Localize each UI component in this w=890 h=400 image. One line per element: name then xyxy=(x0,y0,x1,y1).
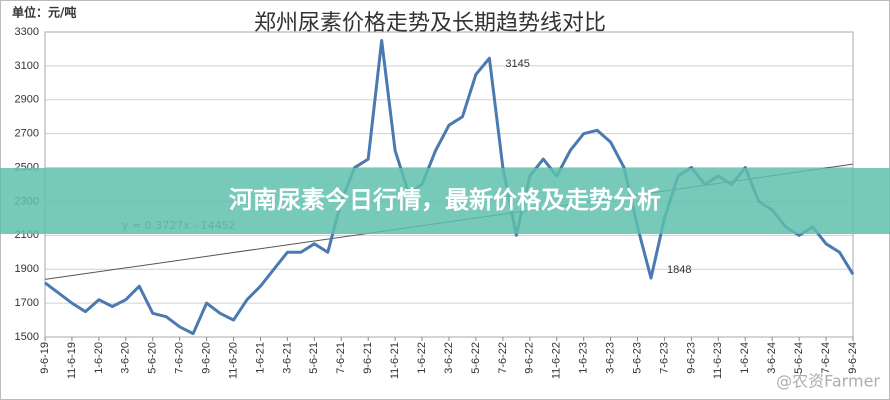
x-tick-label: 11-6-19 xyxy=(66,342,78,379)
y-tick-label: 1500 xyxy=(15,331,39,343)
x-tick-label: 9-6-22 xyxy=(524,342,536,374)
x-tick-label: 5-6-22 xyxy=(470,342,482,374)
x-tick-label: 9-6-23 xyxy=(685,342,697,374)
annotation: 3145 xyxy=(505,58,529,70)
x-tick-label: 7-6-20 xyxy=(174,342,186,374)
y-tick-label: 3300 xyxy=(15,26,39,38)
x-tick-label: 9-6-19 xyxy=(39,342,51,374)
x-tick-label: 1-6-21 xyxy=(254,342,266,374)
x-tick-label: 5-6-21 xyxy=(308,342,320,374)
x-tick-label: 9-6-21 xyxy=(362,342,374,374)
unit-label: 单位：元/吨 xyxy=(12,5,76,20)
y-tick-label: 1700 xyxy=(15,297,39,309)
x-tick-label: 1-6-22 xyxy=(416,342,428,374)
x-tick-label: 7-6-22 xyxy=(497,342,509,374)
x-tick-label: 5-6-20 xyxy=(147,342,159,374)
watermark: @农资Farmer xyxy=(776,372,880,391)
x-tick-label: 11-6-23 xyxy=(712,342,724,379)
y-tick-label: 1900 xyxy=(15,263,39,275)
x-tick-label: 7-6-21 xyxy=(335,342,347,374)
x-tick-label: 11-6-22 xyxy=(551,342,563,379)
x-tick-label: 3-6-24 xyxy=(766,342,778,374)
y-tick-label: 3100 xyxy=(15,60,39,72)
x-tick-label: 7-6-24 xyxy=(820,342,832,374)
x-tick-label: 11-6-21 xyxy=(389,342,401,379)
x-tick-label: 1-6-23 xyxy=(578,342,590,374)
x-tick-label: 3-6-22 xyxy=(443,342,455,374)
x-tick-label: 3-6-21 xyxy=(281,342,293,374)
x-tick-label: 5-6-23 xyxy=(631,342,643,374)
x-tick-label: 3-6-23 xyxy=(605,342,617,374)
annotation: 1848 xyxy=(667,264,691,276)
x-tick-label: 3-6-20 xyxy=(120,342,132,374)
x-tick-label: 1-6-24 xyxy=(739,342,751,374)
x-tick-label: 9-6-20 xyxy=(201,342,213,374)
x-tick-label: 7-6-23 xyxy=(658,342,670,374)
banner-text: 河南尿素今日行情，最新价格及走势分析 xyxy=(229,186,661,214)
x-tick-label: 1-6-20 xyxy=(93,342,105,374)
x-tick-label: 11-6-20 xyxy=(227,342,239,379)
x-tick-label: 5-6-24 xyxy=(793,342,805,374)
x-tick-label: 9-6-24 xyxy=(847,342,859,374)
banner-bg xyxy=(0,168,890,234)
y-tick-label: 2900 xyxy=(15,94,39,106)
y-tick-label: 2700 xyxy=(15,128,39,140)
